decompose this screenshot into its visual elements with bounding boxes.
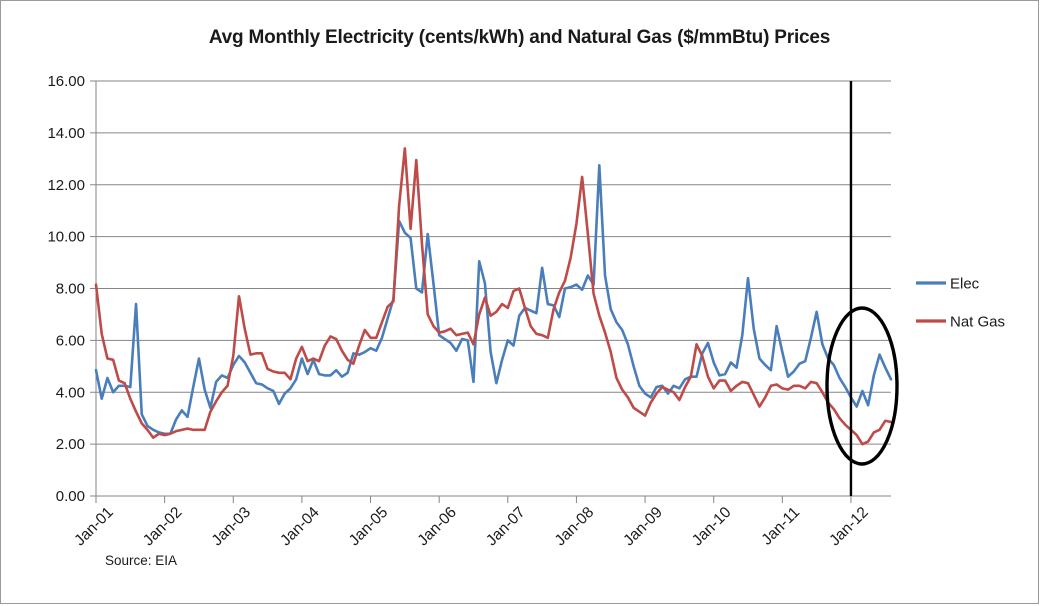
chart-title: Avg Monthly Electricity (cents/kWh) and …: [208, 27, 831, 48]
x-axis-tick-label: Jan-01: [71, 504, 117, 550]
y-axis-tick-label: 12.00: [47, 177, 85, 194]
y-axis-tick-label: 10.00: [47, 229, 85, 246]
legend-label-nat-gas: Nat Gas: [950, 314, 1005, 331]
x-axis-tick-label: Jan-02: [140, 504, 186, 550]
x-axis-tick-label: Jan-11: [758, 504, 803, 549]
y-axis-tick-label: 8.00: [56, 281, 85, 298]
x-axis-tick-label: Jan-07: [483, 504, 529, 550]
source-note: Source: EIA: [105, 553, 178, 568]
y-axis-tick-label: 6.00: [56, 332, 85, 349]
x-axis-tick-label: Jan-05: [346, 504, 392, 550]
y-axis-tick-label: 14.00: [47, 125, 85, 142]
series-line-nat-gas: [94, 147, 893, 446]
y-axis-tick-label: 2.00: [56, 436, 85, 453]
legend-label-elec: Elec: [950, 276, 980, 293]
x-axis-ticks: Jan-01 Jan-02 Jan-03 Jan-04 Jan-05 Jan-06 Jan-…: [71, 496, 872, 549]
grid-lines: 0.00 2.00 4.00 6.00 8.00 10.00 12.00 14.00 16.00: [47, 73, 891, 505]
y-axis-tick-label: 4.00: [56, 384, 85, 401]
x-axis-tick-label: Jan-09: [620, 504, 666, 550]
chart-legend: Elec Nat Gas: [916, 276, 1005, 331]
x-axis-tick-label: Jan-03: [209, 504, 255, 550]
x-axis-tick-label: Jan-04: [277, 504, 323, 550]
series-line-elec: [94, 164, 893, 436]
annotation-highlight-ellipse: [825, 306, 899, 466]
x-axis-tick-label: Jan-08: [552, 504, 598, 550]
x-axis-tick-label: Jan-10: [689, 504, 735, 550]
y-axis-tick-label: 16.00: [47, 73, 85, 90]
x-axis-tick-label: Jan-06: [414, 504, 460, 550]
x-axis-tick-label: Jan-12: [826, 504, 872, 550]
y-axis-tick-label: 0.00: [56, 488, 85, 505]
